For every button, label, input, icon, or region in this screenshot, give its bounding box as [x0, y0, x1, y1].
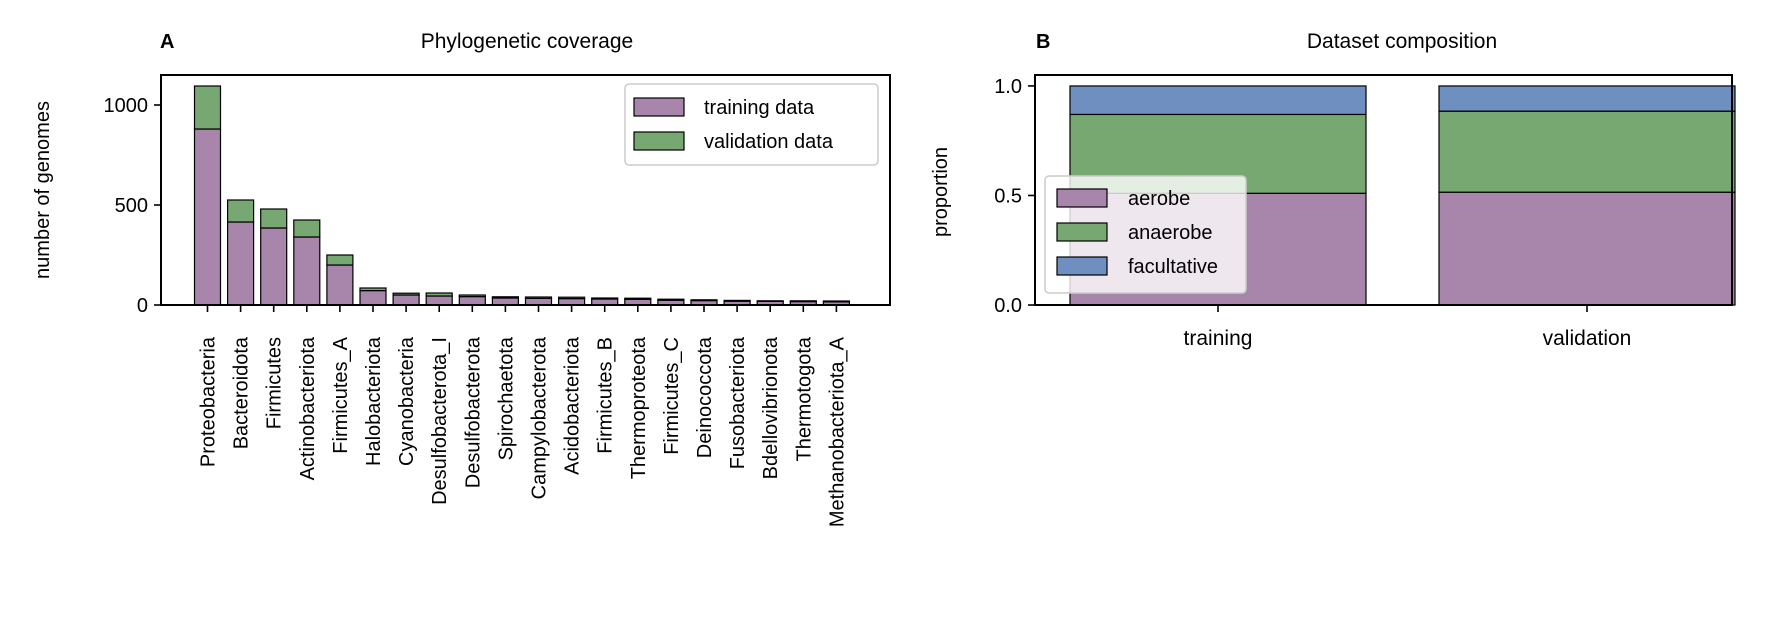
x-tick-label-firmicutes-c: Firmicutes_C	[661, 337, 683, 455]
panel-b: B Dataset composition proportion 0.0 0.5 1…	[930, 30, 1736, 350]
bar-validation-data-actinobacteriota	[293, 219, 321, 238]
panel-a-axes-frame	[160, 74, 891, 306]
bar-validation-data-fusobacteriota	[723, 299, 751, 302]
bar-validation-data-bacteroidota	[227, 199, 255, 223]
bar-validation-data-firmicutes-c	[657, 298, 685, 301]
panel-b-axes-frame	[1034, 74, 1733, 306]
legend-swatch-aerobe	[1056, 188, 1108, 208]
bar-validation-data-firmicutes-b	[591, 297, 619, 300]
y-tick-label: 1000	[104, 95, 149, 117]
x-tick-label-thermotogota: Thermotogota	[793, 336, 815, 461]
bar-training-data-proteobacteria	[193, 128, 222, 306]
y-tick-label: 0	[137, 295, 148, 317]
bar-aerobe-validation	[1438, 191, 1736, 306]
bar-training-data-firmicutes	[260, 227, 288, 306]
panel-a: A Phylogenetic coverage number of genome…	[32, 30, 891, 527]
bar-validation-data-methanobacteriota-a	[822, 300, 851, 303]
y-tick-label: 500	[115, 195, 148, 217]
x-tick-label-desulfobacterota-i: Desulfobacterota_I	[429, 337, 451, 505]
bar-validation-data-bdellovibrionota	[756, 300, 784, 302]
bar-validation-data-acidobacteriota	[557, 296, 586, 300]
bar-facultative-validation	[1438, 85, 1736, 112]
x-tick-label-cyanobacteria: Cyanobacteria	[396, 336, 418, 466]
bar-validation-data-proteobacteria	[193, 85, 222, 130]
legend-swatch-facultative	[1056, 256, 1108, 276]
bar-training-data-spirochaetota	[491, 297, 519, 306]
panel-a-y-axis-label: number of genomes	[32, 101, 54, 279]
bar-validation-data-thermoproteota	[624, 297, 652, 301]
bar-facultative-training	[1069, 85, 1367, 116]
x-tick-label-bdellovibrionota: Bdellovibrionota	[760, 336, 782, 479]
x-tick-label-firmicutes-a: Firmicutes_A	[330, 336, 352, 453]
x-tick-label-firmicutes-b: Firmicutes_B	[595, 337, 617, 454]
bar-training-data-desulfobacterota	[458, 296, 486, 306]
bar-training-data-halobacteriota	[359, 290, 387, 306]
bar-validation-data-deinococcota	[690, 299, 718, 302]
x-tick-label-thermoproteota: Thermoproteota	[628, 336, 650, 479]
legend-label-anaerobe: anaerobe	[1128, 222, 1213, 244]
panel-b-y-axis-label: proportion	[930, 147, 952, 237]
panel-b-label: B	[1036, 31, 1050, 53]
bar-validation-data-spirochaetota	[491, 296, 519, 299]
panel-a-y-ticks: 0 500 1000	[104, 95, 161, 317]
panel-a-title: Phylogenetic coverage	[421, 30, 633, 53]
bar-training-data-bacteroidota	[227, 221, 255, 306]
legend-swatch-anaerobe	[1056, 222, 1108, 242]
legend-swatch-training-data	[633, 97, 685, 117]
x-tick-label-methanobacteriota-a: Methanobacteriota_A	[826, 336, 848, 527]
x-tick-label-validation: validation	[1543, 327, 1632, 350]
bar-validation-data-cyanobacteria	[392, 292, 420, 296]
x-tick-label-fusobacteriota: Fusobacteriota	[727, 336, 749, 469]
bar-training-data-firmicutes-a	[326, 264, 354, 306]
x-tick-label-proteobacteria: Proteobacteria	[198, 336, 220, 467]
x-tick-label-deinococcota: Deinococcota	[694, 336, 716, 458]
bar-validation-data-desulfobacterota	[458, 294, 486, 298]
panel-a-x-ticks: Proteobacteria Bacteroidota Firmicutes Acti…	[198, 305, 848, 527]
x-tick-label-bacteroidota: Bacteroidota	[231, 336, 253, 449]
x-tick-label-halobacteriota: Halobacteriota	[363, 336, 385, 466]
x-tick-label-actinobacteriota: Actinobacteriota	[297, 336, 319, 480]
x-tick-label-campylobacterota: Campylobacterota	[529, 336, 551, 499]
bar-validation-data-halobacteriota	[359, 287, 387, 292]
panel-a-legend: training data validation data	[624, 83, 879, 166]
panel-a-bars	[193, 85, 851, 306]
bar-anaerobe-validation	[1438, 110, 1736, 193]
x-tick-label-acidobacteriota: Acidobacteriota	[562, 336, 584, 475]
y-tick-label: 1.0	[994, 76, 1022, 98]
bar-validation-data-firmicutes	[260, 208, 288, 229]
bar-validation-data-desulfobacterota-i	[425, 292, 453, 297]
bar-training-data-cyanobacteria	[392, 294, 420, 306]
legend-label-aerobe: aerobe	[1128, 188, 1190, 210]
panel-a-label: A	[160, 31, 174, 53]
bar-validation-data-thermotogota	[789, 300, 817, 303]
panel-b-x-ticks: training validation	[1184, 305, 1632, 350]
legend-label-validation-data: validation data	[704, 131, 834, 153]
x-tick-label-training: training	[1184, 327, 1253, 350]
y-tick-label: 0.5	[994, 185, 1022, 207]
bar-validation-data-campylobacterota	[524, 296, 553, 299]
panel-b-title: Dataset composition	[1307, 30, 1497, 53]
x-tick-label-desulfobacterota: Desulfobacterota	[462, 336, 484, 488]
y-tick-label: 0.0	[994, 295, 1022, 317]
bar-training-data-actinobacteriota	[293, 236, 321, 306]
bar-training-data-desulfobacterota-i	[425, 295, 453, 306]
panel-b-legend: aerobe anaerobe facultative	[1044, 175, 1247, 294]
legend-swatch-validation-data	[633, 131, 685, 151]
x-tick-label-firmicutes: Firmicutes	[264, 337, 286, 429]
panel-b-y-ticks: 0.0 0.5 1.0	[994, 76, 1035, 317]
bar-validation-data-firmicutes-a	[326, 254, 354, 266]
legend-label-facultative: facultative	[1128, 256, 1218, 278]
legend-frame	[624, 83, 879, 166]
x-tick-label-spirochaetota: Spirochaetota	[495, 336, 517, 460]
legend-label-training-data: training data	[704, 97, 815, 119]
